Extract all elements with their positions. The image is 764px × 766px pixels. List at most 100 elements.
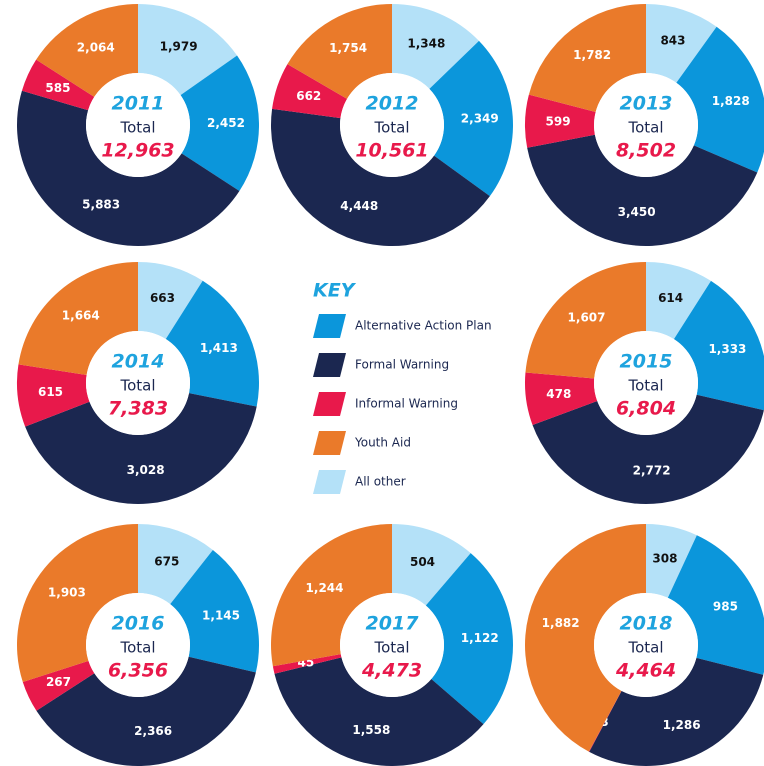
donut-slice — [272, 654, 342, 674]
donut-slice — [646, 262, 711, 340]
slice-label: 1,286 — [663, 718, 701, 732]
donut-slice — [646, 524, 697, 598]
donut-slice — [425, 553, 513, 725]
donut-slice — [524, 372, 598, 426]
slice-label: 1,903 — [48, 586, 86, 600]
slice-label: 1,333 — [708, 342, 746, 356]
total-caption: Total — [119, 639, 155, 657]
donut-slice — [22, 660, 95, 711]
slice-label: 663 — [150, 291, 175, 305]
year-label: 2013 — [620, 93, 673, 115]
total-value: 4,464 — [615, 660, 676, 682]
slice-label: 308 — [652, 552, 677, 566]
slice-label: 1,754 — [329, 41, 367, 55]
year-label: 2011 — [112, 93, 165, 115]
slice-label: 1,122 — [461, 631, 499, 645]
donut-slice — [528, 4, 646, 112]
donut-slice — [525, 262, 646, 379]
key-label: Youth Aid — [354, 436, 411, 450]
donut-slice — [21, 59, 95, 111]
slice-label: 1,558 — [352, 723, 390, 737]
donut-slice — [180, 55, 259, 191]
donut-slice — [138, 524, 213, 605]
key-swatch — [313, 392, 346, 416]
slice-label: 4,448 — [340, 199, 378, 213]
donut-slice — [272, 64, 348, 119]
slice-label: 267 — [46, 675, 71, 689]
total-value: 12,963 — [101, 140, 174, 162]
slice-label: 1,145 — [202, 608, 240, 622]
donut-slice — [25, 393, 257, 504]
donut-slice — [676, 26, 764, 173]
donut-slice — [17, 90, 240, 246]
total-caption: Total — [119, 119, 155, 137]
donut-slice — [165, 280, 259, 407]
donut-slice — [524, 94, 596, 148]
donut-hole — [594, 331, 698, 435]
slice-label: 1,828 — [712, 94, 750, 108]
total-caption: Total — [627, 639, 663, 657]
donut-hole — [86, 73, 190, 177]
slice-label: 3,028 — [127, 463, 165, 477]
total-caption: Total — [373, 639, 409, 657]
slice-label: 5,883 — [82, 197, 120, 211]
donut-slice — [270, 108, 490, 247]
slice-label: 1,607 — [568, 311, 606, 325]
key-title: KEY — [313, 280, 357, 302]
slice-label: 2,366 — [134, 724, 172, 738]
donut-slice — [271, 524, 392, 667]
donut-slice — [17, 524, 139, 682]
donut-slice — [36, 656, 256, 766]
donut-hole — [594, 73, 698, 177]
key-label: Informal Warning — [355, 397, 458, 411]
slice-label: 3,450 — [618, 205, 656, 219]
donut-slice — [588, 690, 622, 752]
donut-hole — [340, 73, 444, 177]
slice-label: 1,782 — [573, 48, 611, 62]
year-label: 2015 — [620, 351, 673, 373]
slice-label: 585 — [45, 81, 70, 95]
donut-hole — [594, 593, 698, 697]
key-swatch — [313, 431, 346, 455]
total-value: 6,804 — [616, 398, 676, 420]
year-label: 2017 — [366, 613, 420, 635]
year-label: 2016 — [112, 613, 165, 635]
total-value: 8,502 — [616, 140, 676, 162]
year-label: 2018 — [620, 613, 673, 635]
total-value: 4,473 — [361, 660, 422, 682]
slice-label: 2,064 — [77, 40, 115, 54]
donut-hole — [86, 593, 190, 697]
donut-slice — [392, 524, 471, 606]
donut-slice — [429, 40, 513, 197]
total-caption: Total — [627, 119, 663, 137]
donut-hole — [86, 331, 190, 435]
total-value: 10,561 — [355, 140, 428, 162]
key-label: Alternative Action Plan — [355, 319, 492, 333]
donut-slice — [673, 280, 764, 411]
total-caption: Total — [627, 377, 663, 395]
donut-slice — [525, 524, 646, 752]
donut-hole — [340, 593, 444, 697]
total-value: 7,383 — [108, 398, 168, 420]
donut-slice — [392, 4, 479, 89]
slice-label: 1,244 — [306, 581, 344, 595]
year-label: 2014 — [112, 351, 165, 373]
donut-slice — [18, 262, 138, 375]
donut-slice — [274, 657, 484, 766]
slice-label: 2,349 — [461, 111, 499, 125]
key-swatch — [313, 470, 346, 494]
slice-label: 615 — [38, 385, 63, 399]
slice-label: 1,348 — [407, 36, 445, 50]
key-label: All other — [355, 475, 406, 489]
donut-slice — [527, 134, 758, 246]
slice-label: 675 — [154, 554, 179, 568]
donut-slice — [138, 262, 203, 340]
donut-slice — [138, 4, 238, 96]
donut-slice — [532, 394, 764, 504]
total-value: 6,356 — [108, 660, 168, 682]
total-caption: Total — [119, 377, 155, 395]
slice-label: 2,452 — [207, 116, 245, 130]
slice-label: 478 — [546, 387, 571, 401]
slice-label: 614 — [658, 291, 683, 305]
